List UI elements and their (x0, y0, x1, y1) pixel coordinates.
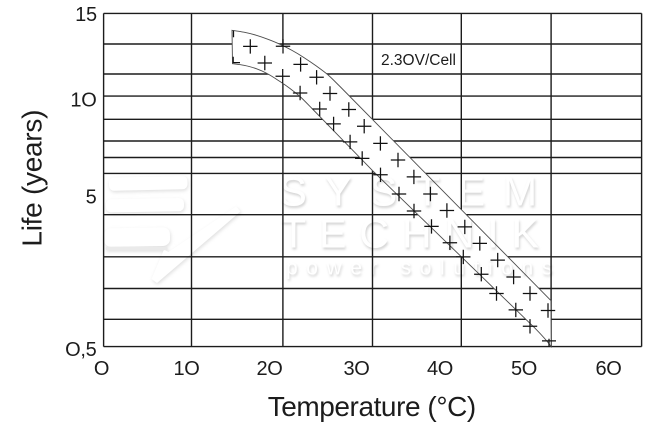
svg-text:1O: 1O (70, 89, 96, 111)
svg-text:1O: 1O (173, 358, 199, 380)
svg-text:5O: 5O (511, 358, 537, 380)
svg-text:3O: 3O (343, 358, 369, 380)
svg-text:TECHNIK: TECHNIK (281, 211, 552, 257)
svg-text:O,5: O,5 (65, 339, 97, 361)
svg-text:2O: 2O (256, 358, 282, 380)
svg-text:15: 15 (75, 4, 97, 26)
svg-text:4O: 4O (427, 358, 453, 380)
svg-text:6O: 6O (595, 358, 621, 380)
svg-text:power solutions: power solutions (286, 257, 561, 280)
svg-text:SYSTEM: SYSTEM (280, 169, 555, 215)
svg-text:5: 5 (86, 187, 97, 209)
svg-text:Temperature (°C): Temperature (°C) (268, 391, 477, 422)
svg-text:2.3OV/Cell: 2.3OV/Cell (381, 52, 456, 69)
svg-text:O: O (94, 358, 109, 380)
svg-text:Life (years): Life (years) (16, 110, 47, 247)
